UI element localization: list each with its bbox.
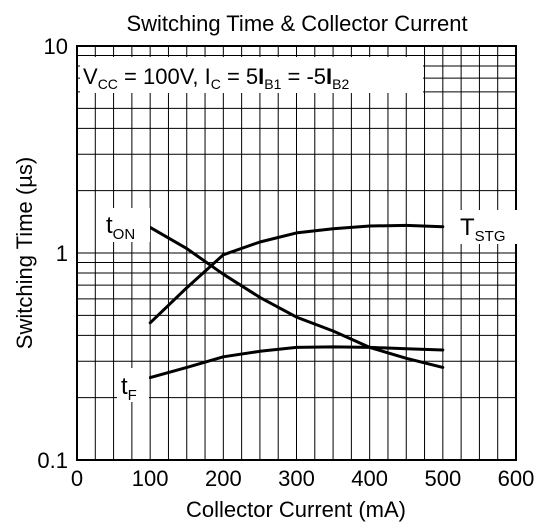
y-axis-label: Switching Time (µs) bbox=[12, 157, 37, 349]
series-label-bg bbox=[102, 208, 150, 242]
chart-title: Switching Time & Collector Current bbox=[126, 11, 467, 36]
series-line-ton bbox=[148, 225, 445, 369]
series-line-tf bbox=[148, 345, 445, 380]
y-tick-label: 1 bbox=[56, 241, 68, 266]
y-tick-labels: 0.1 1 10 bbox=[37, 34, 68, 473]
series-lines bbox=[148, 223, 445, 380]
x-tick-label: 0 bbox=[71, 466, 83, 491]
x-axis-label: Collector Current (mA) bbox=[186, 497, 406, 522]
plot-frame bbox=[76, 45, 517, 461]
series-labels: TSTG tON tF bbox=[102, 208, 522, 404]
series-label-ton: tON bbox=[106, 212, 135, 243]
x-tick-label: 200 bbox=[205, 466, 242, 491]
x-tick-label: 100 bbox=[132, 466, 169, 491]
x-tick-label: 600 bbox=[498, 466, 535, 491]
x-tick-label: 500 bbox=[424, 466, 461, 491]
y-tick-label: 10 bbox=[44, 34, 68, 59]
y-tick-label: 0.1 bbox=[37, 448, 68, 473]
x-tick-label: 400 bbox=[351, 466, 388, 491]
series-line-tstg bbox=[148, 223, 445, 325]
series-label-tf: tF bbox=[121, 373, 137, 404]
series-label-bg bbox=[456, 210, 522, 244]
grid bbox=[77, 46, 516, 460]
svg-text:VCC = 100V, IC = 5IB1 = -5IB2: VCC = 100V, IC = 5IB1 = -5IB2 bbox=[83, 64, 349, 92]
x-tick-labels: 0 100 200 300 400 500 600 bbox=[71, 466, 534, 491]
series-label-tstg: TSTG bbox=[460, 214, 506, 245]
series-label-bg bbox=[117, 368, 149, 402]
test-condition-label: VCC = 100V, IC = 5IB1 = -5IB2 bbox=[80, 57, 423, 93]
x-tick-label: 300 bbox=[278, 466, 315, 491]
